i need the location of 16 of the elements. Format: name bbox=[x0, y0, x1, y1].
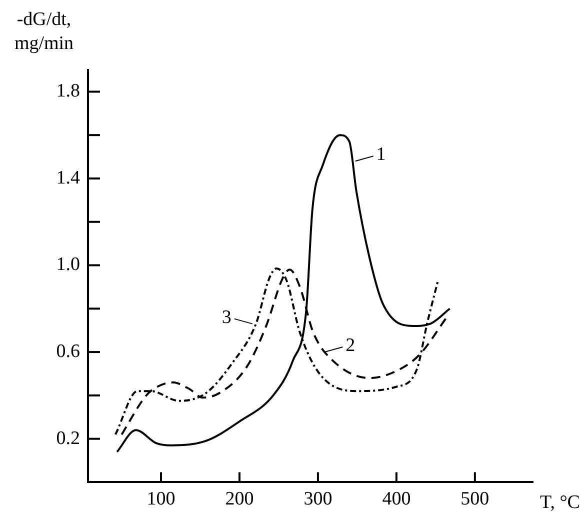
line-series bbox=[116, 134, 451, 453]
x-axis-title: T, °C bbox=[540, 492, 580, 514]
x-tick-label: 400 bbox=[382, 488, 411, 510]
y-axis-title: -dG/dt, mg/min bbox=[13, 8, 75, 56]
x-tick-label: 500 bbox=[460, 488, 490, 510]
y-tick-label: 1.8 bbox=[56, 80, 80, 102]
annotation: 3 bbox=[222, 306, 232, 328]
x-tick-label: 300 bbox=[304, 488, 332, 510]
x-tick-label: 100 bbox=[146, 488, 176, 510]
annotation: 1 bbox=[376, 144, 386, 166]
y-tick-label: 0.2 bbox=[56, 428, 80, 449]
x-tick-label: 200 bbox=[225, 488, 254, 510]
annotation: 2 bbox=[346, 335, 356, 356]
y-tick-label: 1.4 bbox=[56, 167, 80, 188]
y-tick-label: 1.0 bbox=[56, 254, 80, 276]
y-tick-label: 0.6 bbox=[56, 341, 80, 362]
